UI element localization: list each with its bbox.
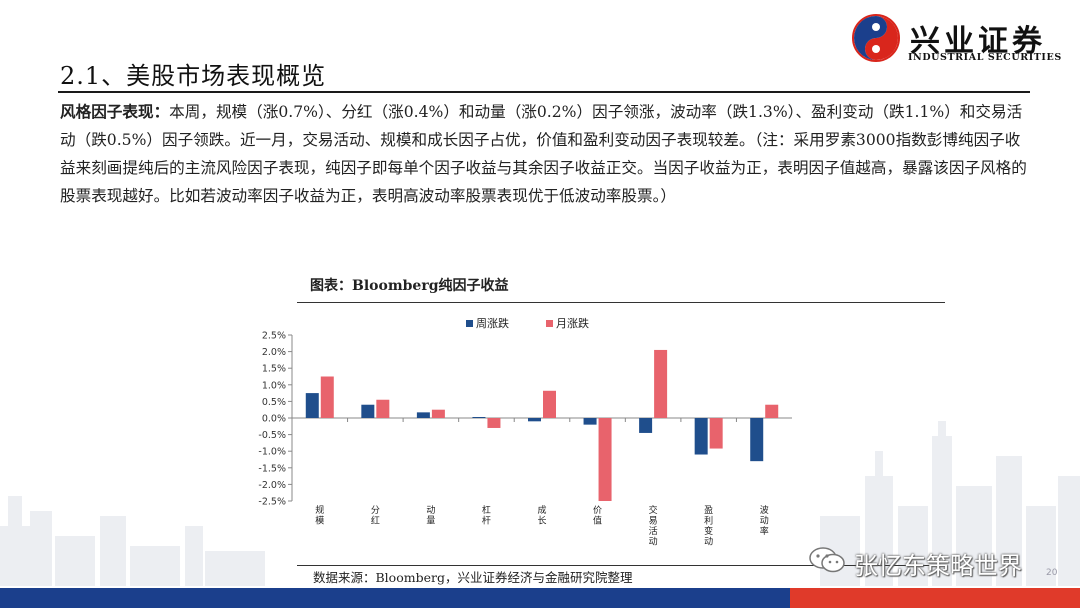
wechat-icon bbox=[809, 547, 845, 573]
legend-swatch bbox=[546, 320, 553, 327]
category-label: 动量 bbox=[426, 505, 435, 527]
bar-weekly bbox=[416, 412, 430, 418]
page-title: 2.1、美股市场表现概览 bbox=[60, 62, 327, 90]
category-label: 波动率 bbox=[760, 504, 769, 537]
bar-monthly bbox=[709, 418, 723, 449]
body-paragraph: 风格因子表现：本周，规模（涨0.7%）、分红（涨0.4%）和动量（涨0.2%）因… bbox=[60, 98, 1035, 210]
logo-english-name: INDUSTRIAL SECURITIES bbox=[908, 52, 1062, 63]
legend-swatch bbox=[466, 320, 473, 327]
category-label: 分红 bbox=[371, 505, 380, 527]
y-tick-label: -1.5% bbox=[258, 463, 286, 474]
chart-title: 图表：Bloomberg纯因子收益 bbox=[310, 278, 509, 294]
bar-weekly bbox=[528, 418, 541, 422]
title-divider bbox=[58, 91, 1030, 93]
bar-monthly bbox=[598, 418, 612, 501]
bar-weekly bbox=[583, 418, 597, 425]
watermark-text: 张忆东策略世界 bbox=[854, 552, 1022, 580]
y-tick-label: 2.0% bbox=[262, 347, 286, 358]
logo-swirl-icon bbox=[852, 14, 900, 62]
footer-band-red bbox=[790, 588, 1080, 608]
chart-bottom-rule bbox=[297, 565, 945, 566]
bar-monthly bbox=[376, 399, 390, 418]
category-label: 交易活动 bbox=[649, 504, 658, 548]
bar-monthly bbox=[487, 418, 501, 428]
y-tick-label: 1.5% bbox=[262, 364, 286, 375]
chart-top-rule bbox=[297, 302, 945, 303]
bar-weekly bbox=[361, 404, 375, 418]
company-logo: 兴业证券 INDUSTRIAL SECURITIES bbox=[852, 14, 1067, 66]
category-label: 成长 bbox=[537, 504, 546, 527]
category-label: 价值 bbox=[593, 505, 602, 527]
bar-monthly bbox=[431, 409, 445, 418]
y-tick-label: 2.5% bbox=[262, 331, 286, 342]
y-tick-label: -2.5% bbox=[258, 497, 286, 508]
legend-label: 月涨跌 bbox=[556, 316, 589, 330]
bar-weekly bbox=[639, 418, 653, 433]
y-tick-label: -0.5% bbox=[258, 430, 286, 441]
bar-monthly bbox=[543, 390, 556, 418]
y-tick-label: -2.0% bbox=[258, 480, 286, 491]
category-label: 规模 bbox=[315, 505, 324, 527]
body-text: 本周，规模（涨0.7%）、分红（涨0.4%）和动量（涨0.2%）因子领涨，波动率… bbox=[60, 103, 1027, 205]
y-tick-label: -1.0% bbox=[258, 447, 286, 458]
logo-chinese-name: 兴业证券 bbox=[910, 24, 1046, 59]
bar-weekly bbox=[750, 418, 764, 462]
bar-monthly bbox=[654, 349, 668, 418]
watermark: 张忆东策略世界 bbox=[808, 542, 1068, 580]
bar-monthly bbox=[765, 404, 779, 418]
y-tick-label: 1.0% bbox=[262, 380, 286, 391]
bar-weekly bbox=[305, 393, 319, 418]
bar-weekly bbox=[472, 417, 486, 418]
y-tick-label: 0.5% bbox=[262, 397, 286, 408]
bar-chart: 2.5% 2.0% 1.5% 1.0% 0.5% 0.0% -0.5% -1.0% -1.5% -… bbox=[258, 316, 792, 548]
page-number: 20 bbox=[1046, 568, 1058, 578]
bar-monthly bbox=[320, 376, 334, 418]
bar-weekly bbox=[694, 418, 708, 455]
source-note: 数据来源：Bloomberg，兴业证券经济与金融研究院整理 bbox=[313, 570, 633, 585]
body-lead: 风格因子表现： bbox=[60, 102, 170, 121]
legend-label: 周涨跌 bbox=[476, 316, 509, 330]
category-label: 盈利变动 bbox=[704, 505, 713, 548]
category-label: 杠杆 bbox=[482, 504, 491, 527]
y-tick-label: 0.0% bbox=[262, 414, 286, 425]
skyline-background bbox=[0, 421, 1080, 586]
footer-band-blue bbox=[0, 588, 790, 608]
